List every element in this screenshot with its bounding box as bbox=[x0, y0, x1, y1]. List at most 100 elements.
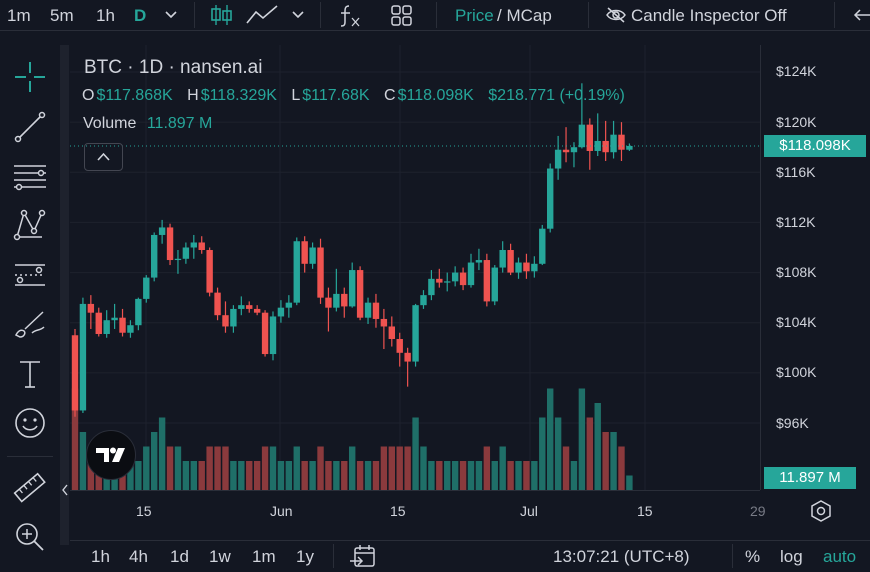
candle-body bbox=[523, 262, 530, 272]
trend-line-icon[interactable] bbox=[12, 109, 48, 145]
candle-body bbox=[444, 281, 451, 283]
volume-bar bbox=[547, 388, 554, 490]
volume-bar bbox=[499, 446, 506, 490]
candle-body bbox=[396, 339, 403, 353]
candle-body bbox=[412, 305, 419, 362]
chart-pane[interactable] bbox=[70, 45, 760, 490]
eye-off-icon[interactable] bbox=[605, 6, 627, 24]
candle-body bbox=[111, 317, 118, 321]
volume-bar bbox=[317, 446, 324, 490]
forecast-icon[interactable] bbox=[12, 257, 48, 293]
interval-5m[interactable]: 5m bbox=[50, 6, 74, 25]
candle-body bbox=[269, 316, 277, 355]
interval-1h[interactable]: 1h bbox=[96, 6, 115, 25]
interval-1m[interactable]: 1m bbox=[7, 6, 31, 25]
log-toggle[interactable]: log bbox=[780, 547, 803, 566]
indicators-fx-icon[interactable] bbox=[337, 4, 363, 28]
candle-body bbox=[301, 241, 308, 264]
candle-body bbox=[547, 168, 554, 229]
arrow-left-icon[interactable] bbox=[852, 8, 870, 22]
volume-value: 11.897 M bbox=[146, 115, 213, 132]
candle-body bbox=[166, 227, 174, 261]
chevron-down-icon[interactable] bbox=[163, 9, 179, 21]
volume-bar bbox=[325, 461, 332, 490]
price-tick: $116K bbox=[776, 164, 816, 180]
range-1d[interactable]: 1d bbox=[170, 547, 189, 566]
candle-body bbox=[515, 262, 522, 273]
symbol-title: BTC · 1D · nansen.ai bbox=[84, 57, 263, 78]
candle-body bbox=[404, 352, 411, 362]
crosshair-icon[interactable] bbox=[12, 59, 48, 95]
volume-bar bbox=[475, 461, 483, 490]
toolbar-collapse-strip[interactable] bbox=[60, 45, 69, 545]
percent-toggle[interactable]: % bbox=[745, 547, 761, 566]
candle-body bbox=[388, 326, 395, 340]
fib-lines-icon[interactable] bbox=[12, 158, 48, 194]
candle-body bbox=[158, 227, 166, 235]
mcap-toggle[interactable]: / MCap bbox=[497, 6, 552, 25]
volume-bar bbox=[127, 461, 134, 490]
range-4h[interactable]: 4h bbox=[129, 547, 148, 566]
candle-body bbox=[507, 250, 514, 273]
settings-gear-icon[interactable] bbox=[809, 500, 833, 522]
volume-bar bbox=[151, 432, 158, 490]
range-1m[interactable]: 1m bbox=[252, 547, 276, 566]
volume-bar bbox=[459, 461, 467, 490]
volume-bar bbox=[349, 446, 356, 490]
volume-bar bbox=[277, 461, 285, 490]
layout-grid-icon[interactable] bbox=[390, 4, 414, 26]
volume-bar bbox=[238, 461, 245, 490]
line-chart-icon[interactable] bbox=[245, 4, 279, 26]
price-tick: $124K bbox=[776, 63, 817, 79]
candle-body bbox=[253, 308, 261, 313]
chevron-left-icon[interactable] bbox=[61, 483, 69, 497]
volume-bar bbox=[356, 461, 364, 490]
price-toggle[interactable]: Price bbox=[455, 6, 494, 25]
open-label: O bbox=[82, 87, 95, 104]
brush-icon[interactable] bbox=[12, 307, 48, 343]
candles-icon[interactable] bbox=[208, 4, 234, 26]
range-1w[interactable]: 1w bbox=[209, 547, 231, 566]
tradingview-logo bbox=[86, 430, 136, 480]
candle-body bbox=[499, 250, 506, 268]
volume-bar bbox=[610, 432, 617, 490]
volume-bar bbox=[71, 388, 79, 490]
auto-toggle[interactable]: auto bbox=[823, 547, 857, 566]
text-icon[interactable] bbox=[12, 356, 48, 392]
volume-bar bbox=[388, 446, 395, 490]
volume-bar bbox=[404, 446, 411, 490]
range-1h[interactable]: 1h bbox=[91, 547, 110, 566]
legend-collapse-button[interactable] bbox=[84, 143, 123, 171]
time-axis[interactable] bbox=[70, 490, 760, 531]
volume-bar bbox=[594, 403, 601, 490]
ruler-icon[interactable] bbox=[12, 470, 48, 506]
price-axis[interactable] bbox=[760, 45, 870, 490]
volume-bar bbox=[539, 417, 546, 490]
clock-time[interactable]: 13:07:21 (UTC+8) bbox=[553, 547, 690, 566]
candle-body bbox=[87, 303, 95, 313]
candle-body bbox=[293, 241, 300, 303]
candlestick-chart[interactable] bbox=[70, 45, 760, 490]
volume-bar bbox=[444, 461, 451, 490]
bottom-toolbar bbox=[70, 540, 870, 572]
candle-inspector-toggle[interactable]: Candle Inspector Off bbox=[631, 6, 787, 25]
chevron-down-icon[interactable] bbox=[290, 9, 306, 21]
range-1y[interactable]: 1y bbox=[296, 547, 314, 566]
volume-bar bbox=[214, 446, 221, 490]
emoji-icon[interactable] bbox=[12, 405, 48, 441]
volume-bar bbox=[79, 432, 87, 490]
time-tick: 15 bbox=[390, 503, 406, 519]
candle-body bbox=[341, 293, 348, 307]
volume-bar bbox=[253, 461, 261, 490]
pattern-icon[interactable] bbox=[12, 207, 48, 243]
candle-body bbox=[626, 145, 633, 150]
zoom-in-icon[interactable] bbox=[12, 519, 48, 555]
volume-bar bbox=[507, 461, 514, 490]
time-tick: Jul bbox=[520, 503, 538, 519]
price-tick: $112K bbox=[776, 214, 816, 230]
candle-body bbox=[238, 305, 245, 309]
date-range-calendar-icon[interactable] bbox=[349, 544, 377, 570]
time-tick: 15 bbox=[136, 503, 152, 519]
volume-bar bbox=[301, 461, 308, 490]
interval-d[interactable]: D bbox=[134, 6, 147, 25]
